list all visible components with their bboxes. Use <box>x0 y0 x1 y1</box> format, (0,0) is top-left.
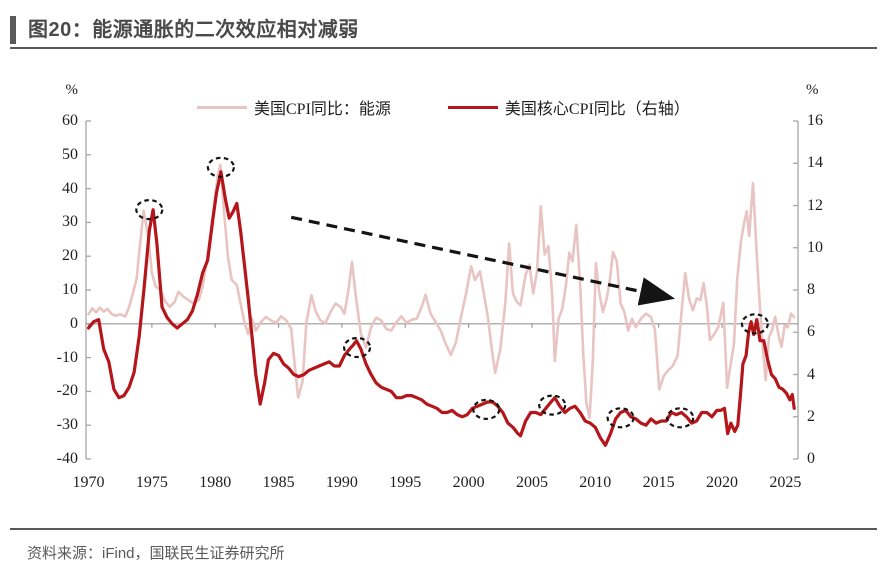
left-axis-tick-label: -30 <box>56 416 78 434</box>
title-rule <box>10 47 877 49</box>
legend-item-core: 美国核心CPI同比（右轴） <box>447 95 690 119</box>
core-cpi-line <box>86 170 796 447</box>
highlight-circle <box>606 407 635 429</box>
highlight-circles <box>135 156 770 429</box>
x-axis-tick-label: 2000 <box>452 474 485 491</box>
left-axis-tick-label: 0 <box>70 314 78 332</box>
source-text: 资料来源：iFind，国联民生证券研究所 <box>27 545 285 562</box>
right-axis-tick-label: 10 <box>807 238 823 256</box>
highlight-circle <box>206 156 235 178</box>
x-axis-tick-label: 1980 <box>199 474 232 491</box>
highlight-circle <box>740 313 770 335</box>
legend-item-energy: 美国CPI同比：能源 <box>197 95 391 119</box>
x-axis-tick-label: 2020 <box>705 474 738 491</box>
trend-arrow <box>290 215 676 306</box>
right-axis-tick-label: 8 <box>807 281 815 298</box>
left-axis-tick-label: -20 <box>56 382 78 400</box>
left-axis-tick-label: 20 <box>62 247 78 265</box>
right-axis-tick-label: 4 <box>807 365 815 383</box>
footer-rule <box>10 528 877 530</box>
energy-legend-label: 美国CPI同比：能源 <box>254 101 391 118</box>
x-axis-tick-label: 2005 <box>515 474 548 491</box>
chart-legend: 美国CPI同比：能源 美国核心CPI同比（右轴） <box>197 95 690 119</box>
x-axis-tick-label: 1985 <box>262 474 295 491</box>
highlight-circle <box>666 407 695 429</box>
highlight-circle <box>538 394 567 416</box>
x-axis-tick-label: 2010 <box>579 474 612 491</box>
left-axis-tick-label: 40 <box>62 179 78 197</box>
left-axis-tick-label: 10 <box>62 281 78 298</box>
series-layer <box>86 163 796 447</box>
title-accent-bar <box>10 16 16 44</box>
left-axis-tick-label: 60 <box>62 112 78 129</box>
right-axis-tick-label: 0 <box>807 450 815 467</box>
right-axis-tick-label: 6 <box>807 323 815 341</box>
axes-layer <box>85 120 799 460</box>
x-axis-tick-label: 1975 <box>135 474 168 491</box>
highlight-circle <box>472 398 501 420</box>
energy-line-swatch <box>197 105 247 109</box>
figure-title: 图20：能源通胀的二次效应相对减弱 <box>28 19 359 41</box>
core-line-swatch <box>447 105 498 109</box>
left-axis-tick-label: -10 <box>56 348 78 366</box>
left-axis-unit: % <box>65 82 79 98</box>
x-axis-tick-label: 1990 <box>325 474 358 491</box>
x-axis-tick-label: 1995 <box>389 474 422 491</box>
core-legend-label: 美国核心CPI同比（右轴） <box>504 101 690 118</box>
x-axis-tick-label: 1970 <box>72 474 105 491</box>
left-axis-tick-label: 50 <box>62 145 78 163</box>
x-axis-tick-label: 2025 <box>769 474 802 491</box>
left-axis-tick-label: 30 <box>62 213 78 231</box>
right-axis-tick-label: 2 <box>807 407 815 425</box>
right-axis-tick-label: 14 <box>807 154 823 172</box>
highlight-circle <box>135 199 164 221</box>
right-axis-tick-label: 16 <box>807 112 823 129</box>
left-axis-tick-label: -40 <box>56 450 78 467</box>
right-axis-tick-label: 12 <box>807 196 823 214</box>
right-axis-unit: % <box>806 82 819 98</box>
energy-line <box>87 163 796 420</box>
x-axis-tick-label: 2015 <box>642 474 675 491</box>
highlight-circle <box>343 336 372 359</box>
